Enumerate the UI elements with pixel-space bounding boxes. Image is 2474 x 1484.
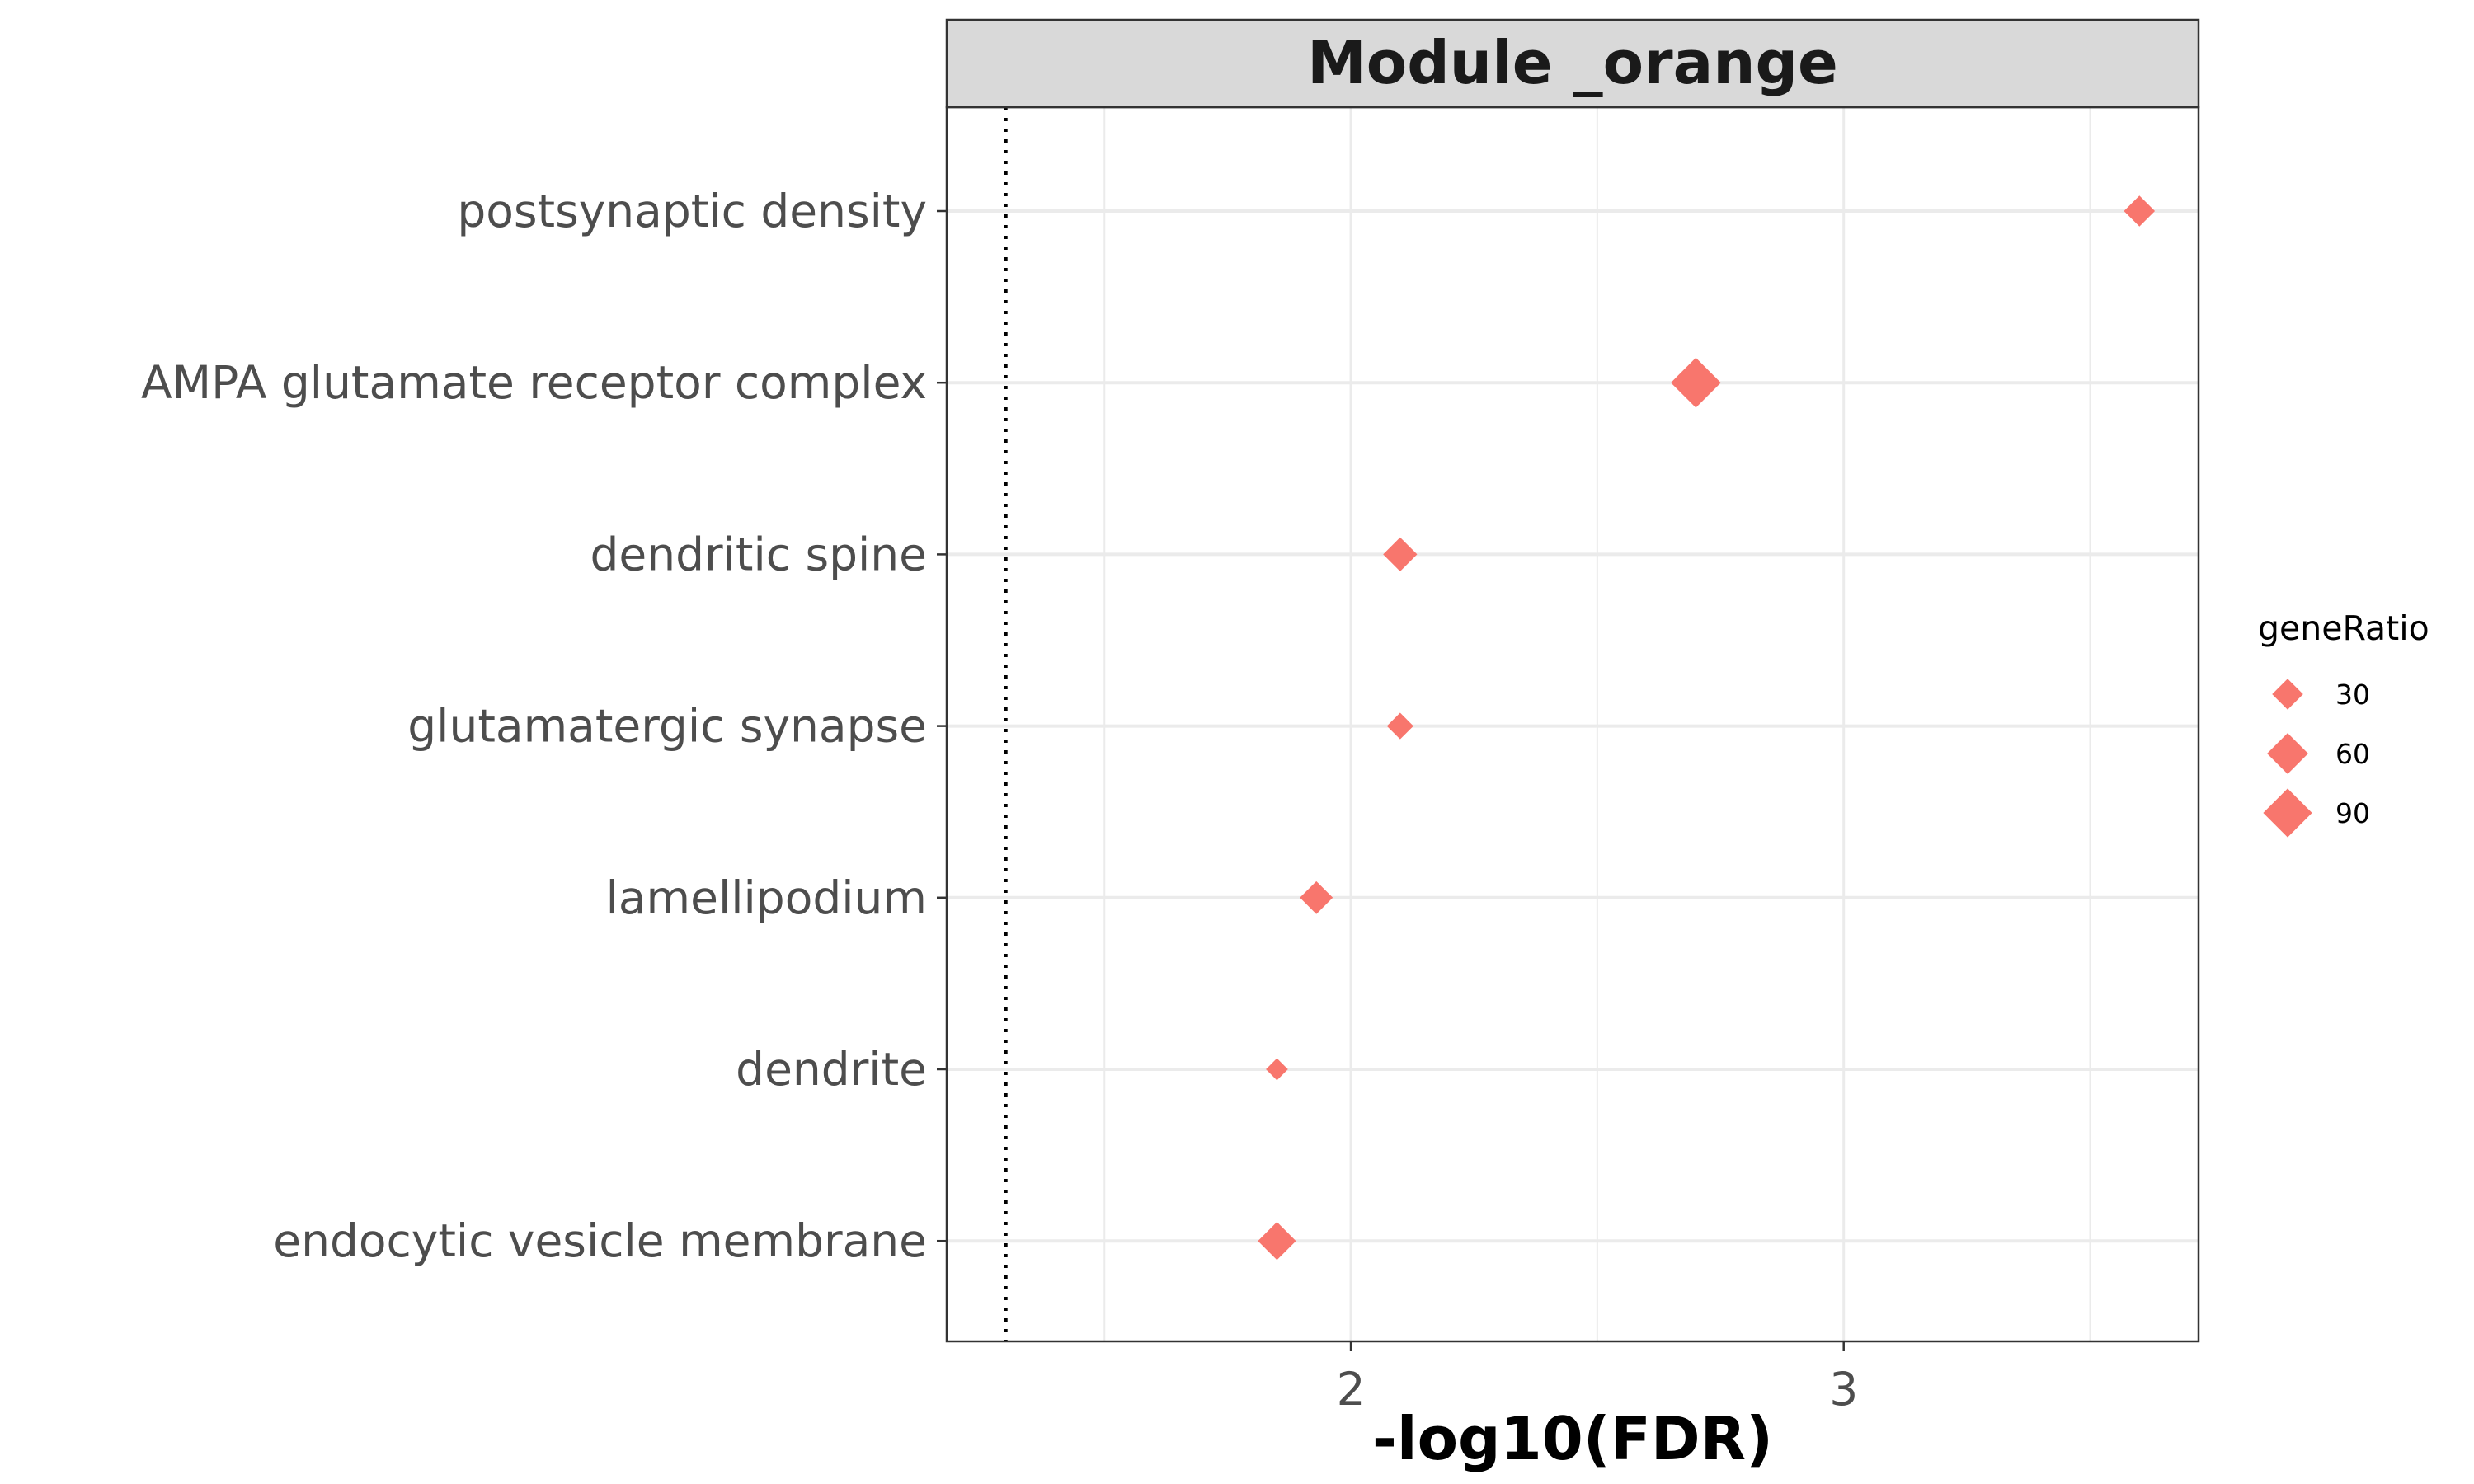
legend-title: geneRatio (2258, 608, 2429, 648)
y-tick-label: lamellipodium (606, 871, 927, 924)
x-axis-label: -log10(FDR) (1372, 1404, 1773, 1473)
x-tick-label: 2 (1337, 1363, 1366, 1416)
data-point (2124, 195, 2156, 227)
y-tick-label: dendritic spine (590, 528, 927, 580)
legend-label: 90 (2335, 797, 2370, 829)
y-tick-label: glutamatergic synapse (407, 700, 927, 753)
legend-key (2263, 788, 2312, 838)
legend-key (2272, 679, 2303, 710)
y-tick-label: AMPA glutamate receptor complex (141, 356, 927, 409)
legend-label: 60 (2335, 738, 2370, 770)
data-point (1300, 881, 1333, 914)
x-tick-label: 3 (1829, 1363, 1858, 1416)
legend: geneRatio 30 60 90 (2258, 608, 2429, 838)
legend-label: 30 (2335, 679, 2370, 711)
legend-key (2267, 733, 2308, 774)
data-point (1383, 537, 1418, 572)
facet-strip (945, 18, 2200, 109)
data-point (1386, 712, 1413, 740)
data-point (1266, 1058, 1288, 1081)
y-tick-label: postsynaptic density (457, 185, 927, 237)
y-tick-label: dendrite (736, 1043, 927, 1096)
data-point (1671, 357, 1721, 408)
y-axis: postsynaptic density AMPA glutamate recep… (141, 185, 947, 1267)
points (1258, 195, 2156, 1261)
grid-major (947, 107, 2199, 1341)
data-point (1258, 1222, 1296, 1261)
grid-minor (1103, 107, 2091, 1341)
panel-background (947, 107, 2199, 1341)
y-tick-label: endocytic vesicle membrane (273, 1214, 927, 1267)
facet-title: Module _orange (1307, 28, 1838, 97)
